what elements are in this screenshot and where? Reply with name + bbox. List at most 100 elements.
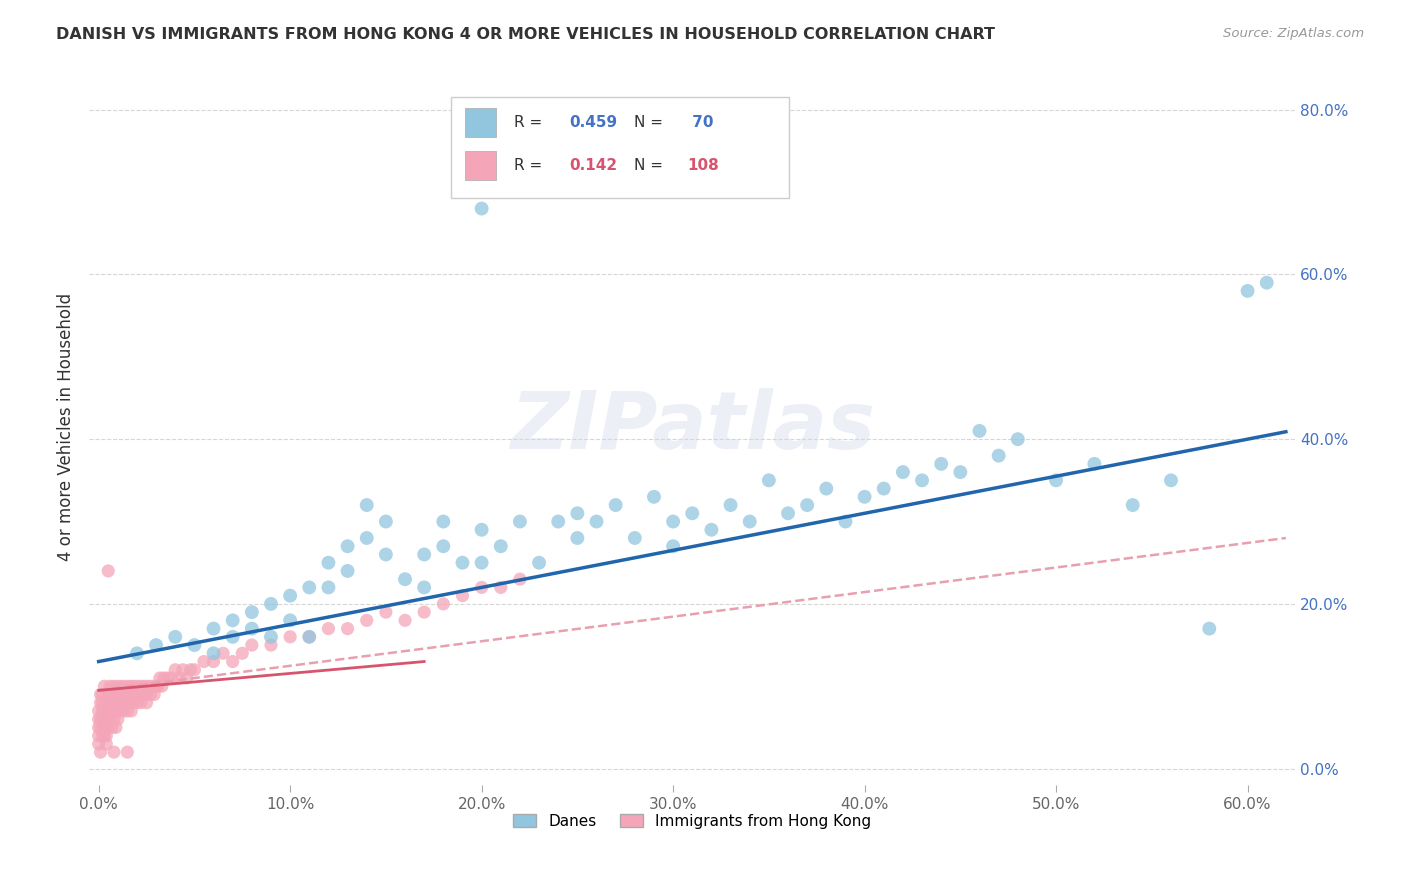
Y-axis label: 4 or more Vehicles in Household: 4 or more Vehicles in Household — [58, 293, 75, 561]
Text: ZIPatlas: ZIPatlas — [510, 388, 875, 466]
Point — [413, 581, 436, 595]
Text: N =: N = — [634, 158, 668, 173]
Point — [853, 490, 876, 504]
Point — [471, 581, 494, 595]
Point — [87, 729, 110, 743]
Point — [117, 704, 139, 718]
Point — [260, 638, 283, 652]
Point — [165, 630, 187, 644]
Point — [278, 630, 301, 644]
Point — [356, 531, 378, 545]
Point — [107, 679, 129, 693]
Point — [260, 630, 283, 644]
Point — [221, 613, 243, 627]
Point — [172, 663, 194, 677]
Point — [318, 556, 340, 570]
Point — [202, 646, 225, 660]
Point — [96, 729, 118, 743]
Point — [134, 679, 156, 693]
Point — [1256, 276, 1278, 290]
Point — [221, 630, 243, 644]
Point — [141, 679, 163, 693]
Point — [120, 704, 142, 718]
FancyBboxPatch shape — [451, 97, 789, 197]
Point — [509, 572, 531, 586]
Point — [336, 539, 359, 553]
Point — [114, 679, 136, 693]
Point — [451, 556, 474, 570]
Point — [96, 737, 118, 751]
Point — [183, 663, 205, 677]
Point — [111, 679, 134, 693]
Point — [112, 704, 135, 718]
Point — [776, 506, 799, 520]
Point — [146, 679, 169, 693]
Point — [93, 679, 115, 693]
Point — [118, 679, 141, 693]
Text: R =: R = — [513, 158, 547, 173]
Point — [413, 605, 436, 619]
Point — [700, 523, 723, 537]
Point — [87, 721, 110, 735]
Text: N =: N = — [634, 115, 668, 129]
Point — [108, 704, 131, 718]
Point — [111, 696, 134, 710]
Point — [143, 688, 166, 702]
Point — [180, 663, 202, 677]
Point — [103, 712, 125, 726]
Point — [97, 721, 120, 735]
Point — [93, 721, 115, 735]
Point — [1083, 457, 1105, 471]
Point — [643, 490, 665, 504]
Point — [98, 712, 121, 726]
Point — [278, 613, 301, 627]
FancyBboxPatch shape — [465, 108, 496, 136]
Point — [374, 515, 396, 529]
Point — [150, 679, 173, 693]
Point — [138, 679, 160, 693]
Point — [815, 482, 838, 496]
Point — [298, 630, 321, 644]
Point — [432, 539, 454, 553]
Point — [1045, 474, 1067, 488]
Point — [101, 721, 124, 735]
Point — [90, 688, 112, 702]
Point — [509, 515, 531, 529]
Point — [662, 539, 685, 553]
Point — [624, 531, 647, 545]
Point — [489, 581, 512, 595]
Point — [929, 457, 952, 471]
Point — [796, 498, 818, 512]
Point — [117, 745, 139, 759]
Point — [91, 704, 114, 718]
Point — [114, 696, 136, 710]
Point — [394, 572, 416, 586]
Point — [145, 679, 167, 693]
Point — [1122, 498, 1144, 512]
Point — [104, 688, 127, 702]
Point — [318, 622, 340, 636]
Point — [527, 556, 550, 570]
Point — [567, 506, 589, 520]
Point — [124, 688, 146, 702]
Point — [103, 696, 125, 710]
Text: R =: R = — [513, 115, 547, 129]
Point — [489, 539, 512, 553]
Point — [131, 688, 153, 702]
Point — [129, 679, 152, 693]
Point — [891, 465, 914, 479]
Point — [394, 613, 416, 627]
Point — [122, 679, 145, 693]
Point — [240, 605, 263, 619]
Point — [135, 688, 157, 702]
Point — [969, 424, 991, 438]
Point — [112, 688, 135, 702]
Point — [471, 556, 494, 570]
Point — [231, 646, 253, 660]
Point — [193, 655, 215, 669]
Point — [118, 696, 141, 710]
Point — [90, 696, 112, 710]
Text: 0.459: 0.459 — [569, 115, 617, 129]
Point — [567, 531, 589, 545]
Point — [125, 679, 148, 693]
